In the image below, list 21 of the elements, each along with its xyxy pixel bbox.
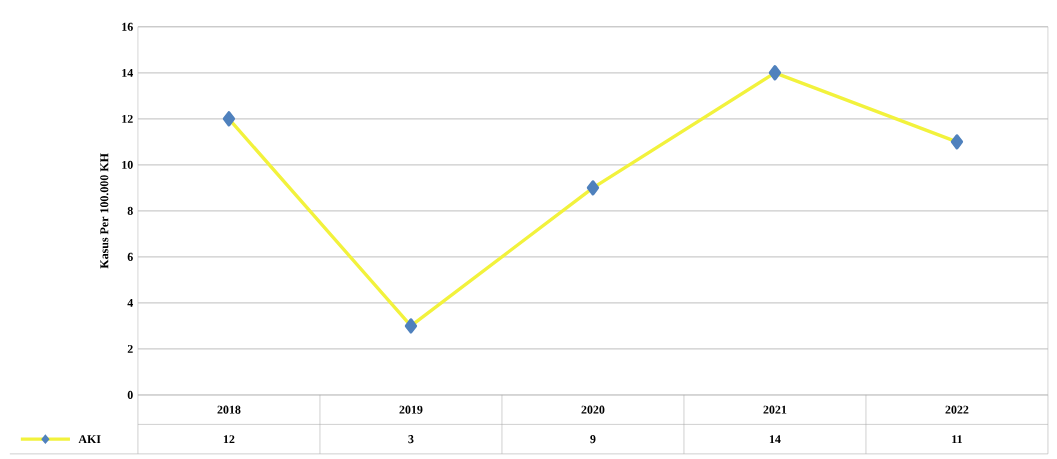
- data-label: 12: [223, 435, 235, 444]
- y-tick-label: 2: [127, 345, 133, 353]
- y-tick-label: 8: [127, 206, 133, 216]
- x-tick-label: 2018: [217, 405, 241, 414]
- x-tick-label: 2020: [581, 405, 605, 414]
- y-tick-label: 6: [127, 252, 133, 262]
- y-tick-label: 14: [122, 69, 134, 77]
- data-label: 11: [952, 435, 962, 444]
- y-tick-label: 10: [122, 160, 133, 170]
- x-tick-label: 2019: [399, 405, 423, 414]
- data-label: 3: [408, 435, 414, 444]
- data-label: 14: [769, 435, 781, 444]
- y-tick-label: 0: [127, 390, 133, 400]
- y-tick-label: 12: [122, 115, 133, 123]
- x-tick-label: 2021: [763, 405, 787, 414]
- x-tick-label: 2022: [945, 405, 969, 414]
- y-tick-label: 4: [127, 299, 134, 307]
- data-label: 9: [590, 435, 596, 444]
- y-tick-label: 16: [122, 22, 133, 31]
- y-axis-title: Kasus Per 100.000 KH: [100, 153, 109, 269]
- legend-label: AKI: [78, 435, 101, 444]
